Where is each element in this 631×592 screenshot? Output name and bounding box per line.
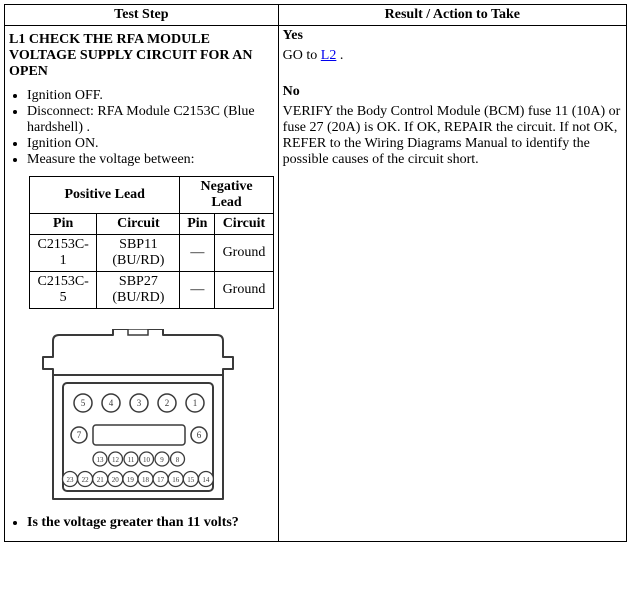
svg-text:17: 17	[157, 476, 165, 484]
svg-text:19: 19	[127, 476, 134, 484]
svg-text:20: 20	[112, 476, 120, 484]
instruction-item: Ignition OFF.	[27, 88, 274, 104]
link-l2[interactable]: L2	[321, 48, 337, 63]
leads-circuit-label: Circuit	[215, 214, 273, 235]
question-list: Is the voltage greater than 11 volts?	[27, 515, 274, 531]
step-title: L1 CHECK THE RFA MODULE VOLTAGE SUPPLY C…	[9, 32, 274, 80]
result-cell: Yes GO to L2 . No VERIFY the Body Contro…	[278, 26, 626, 542]
header-test-step: Test Step	[5, 5, 279, 26]
instruction-item: Ignition ON.	[27, 136, 274, 152]
leads-cell: C2153C-1	[30, 235, 97, 272]
svg-text:23: 23	[67, 476, 75, 484]
leads-table: Positive Lead Negative Lead Pin Circuit …	[29, 176, 274, 309]
svg-text:12: 12	[112, 456, 120, 464]
svg-text:14: 14	[202, 476, 210, 484]
svg-text:4: 4	[109, 398, 114, 408]
svg-text:2: 2	[165, 398, 170, 408]
no-action: VERIFY the Body Control Module (BCM) fus…	[283, 104, 622, 168]
test-step-cell: L1 CHECK THE RFA MODULE VOLTAGE SUPPLY C…	[5, 26, 279, 542]
leads-cell: Ground	[215, 272, 273, 309]
leads-cell: SBP27 (BU/RD)	[97, 272, 180, 309]
svg-text:5: 5	[81, 398, 86, 408]
svg-text:22: 22	[82, 476, 90, 484]
svg-text:6: 6	[197, 430, 202, 440]
leads-cell: Ground	[215, 235, 273, 272]
question-item: Is the voltage greater than 11 volts?	[27, 515, 274, 531]
instruction-item: Disconnect: RFA Module C2153C (Blue hard…	[27, 104, 274, 136]
result-block: Yes GO to L2 . No VERIFY the Body Contro…	[283, 28, 622, 168]
leads-cell: —	[180, 272, 215, 309]
leads-cell: —	[180, 235, 215, 272]
svg-text:3: 3	[137, 398, 142, 408]
svg-text:10: 10	[143, 456, 151, 464]
svg-text:1: 1	[193, 398, 198, 408]
svg-text:8: 8	[176, 456, 180, 464]
leads-circuit-label: Circuit	[97, 214, 180, 235]
step-instructions: Ignition OFF. Disconnect: RFA Module C21…	[27, 88, 274, 168]
test-step-table: Test Step Result / Action to Take L1 CHE…	[4, 4, 627, 542]
svg-text:7: 7	[77, 430, 82, 440]
svg-text:9: 9	[160, 456, 164, 464]
leads-pin-label: Pin	[180, 214, 215, 235]
svg-text:11: 11	[128, 456, 135, 464]
leads-row: C2153C-5 SBP27 (BU/RD) — Ground	[30, 272, 274, 309]
header-result: Result / Action to Take	[278, 5, 626, 26]
svg-text:16: 16	[172, 476, 180, 484]
svg-text:18: 18	[142, 476, 150, 484]
question-text: Is the voltage greater than 11 volts?	[27, 515, 239, 530]
yes-suffix: .	[336, 48, 343, 63]
connector-diagram: 5432176131211109823222120191817161514	[33, 329, 243, 509]
leads-cell: SBP11 (BU/RD)	[97, 235, 180, 272]
yes-label: Yes	[283, 28, 622, 44]
instruction-item: Measure the voltage between:	[27, 152, 274, 168]
yes-action: GO to L2 .	[283, 48, 622, 64]
no-label: No	[283, 84, 622, 100]
leads-row: C2153C-1 SBP11 (BU/RD) — Ground	[30, 235, 274, 272]
yes-prefix: GO to	[283, 48, 321, 63]
svg-text:13: 13	[97, 456, 105, 464]
svg-text:15: 15	[187, 476, 195, 484]
leads-neg-header: Negative Lead	[180, 177, 273, 214]
leads-cell: C2153C-5	[30, 272, 97, 309]
leads-pos-header: Positive Lead	[30, 177, 180, 214]
svg-text:21: 21	[97, 476, 105, 484]
leads-pin-label: Pin	[30, 214, 97, 235]
